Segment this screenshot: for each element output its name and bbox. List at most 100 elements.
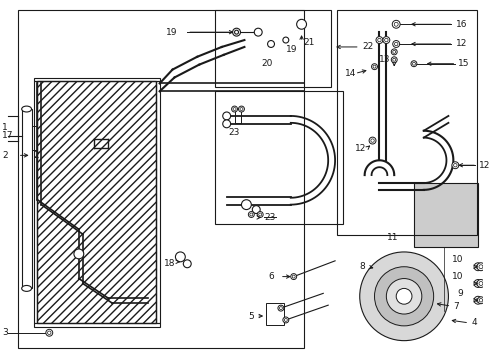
Circle shape bbox=[223, 120, 231, 128]
Bar bbox=[18, 10, 304, 347]
Text: 22: 22 bbox=[363, 42, 374, 51]
Circle shape bbox=[393, 41, 400, 48]
Bar bbox=[33, 323, 160, 327]
Circle shape bbox=[248, 212, 254, 217]
Bar bbox=[156, 81, 160, 323]
Text: 17: 17 bbox=[2, 131, 13, 140]
Text: 2: 2 bbox=[2, 151, 8, 160]
Text: 23: 23 bbox=[264, 213, 275, 222]
Circle shape bbox=[477, 280, 485, 287]
Circle shape bbox=[233, 108, 236, 111]
Circle shape bbox=[374, 267, 434, 326]
Circle shape bbox=[454, 163, 457, 167]
Circle shape bbox=[48, 331, 51, 334]
Circle shape bbox=[393, 50, 396, 53]
Circle shape bbox=[175, 252, 185, 262]
Circle shape bbox=[183, 260, 191, 268]
Text: 12: 12 bbox=[456, 40, 467, 49]
Circle shape bbox=[478, 297, 485, 304]
Text: 11: 11 bbox=[387, 233, 398, 242]
Text: 12: 12 bbox=[355, 144, 366, 153]
Circle shape bbox=[278, 305, 284, 311]
Circle shape bbox=[392, 57, 397, 63]
Circle shape bbox=[396, 288, 412, 304]
Circle shape bbox=[393, 58, 396, 61]
Ellipse shape bbox=[22, 285, 31, 291]
Text: 21: 21 bbox=[304, 37, 315, 46]
Circle shape bbox=[479, 298, 483, 302]
Ellipse shape bbox=[22, 106, 31, 112]
Circle shape bbox=[371, 139, 374, 142]
Circle shape bbox=[254, 28, 262, 36]
Text: 20: 20 bbox=[261, 59, 272, 68]
Circle shape bbox=[413, 62, 416, 65]
Circle shape bbox=[474, 280, 482, 287]
Circle shape bbox=[383, 37, 390, 44]
Bar bbox=[22, 109, 31, 288]
Circle shape bbox=[284, 319, 287, 321]
Bar bbox=[33, 81, 37, 323]
Circle shape bbox=[373, 65, 376, 68]
Bar bbox=[414, 183, 478, 247]
Circle shape bbox=[392, 20, 400, 28]
Circle shape bbox=[242, 200, 251, 210]
Text: 14: 14 bbox=[345, 69, 356, 78]
Circle shape bbox=[252, 206, 260, 213]
Circle shape bbox=[235, 30, 239, 34]
Circle shape bbox=[250, 213, 253, 216]
Circle shape bbox=[46, 329, 53, 336]
Circle shape bbox=[476, 298, 480, 302]
Circle shape bbox=[292, 275, 295, 278]
Circle shape bbox=[369, 137, 376, 144]
Circle shape bbox=[479, 265, 483, 269]
Circle shape bbox=[296, 19, 307, 29]
Circle shape bbox=[291, 274, 296, 280]
Text: 10: 10 bbox=[452, 272, 463, 281]
Bar bbox=[266, 303, 284, 325]
Bar bbox=[215, 91, 343, 224]
Circle shape bbox=[378, 38, 381, 42]
Circle shape bbox=[394, 22, 398, 26]
Circle shape bbox=[474, 296, 482, 304]
Bar bbox=[215, 10, 331, 87]
Circle shape bbox=[223, 112, 231, 120]
Circle shape bbox=[259, 213, 262, 216]
Text: 1: 1 bbox=[2, 123, 8, 132]
Circle shape bbox=[279, 307, 282, 310]
Text: 4: 4 bbox=[471, 318, 477, 327]
Circle shape bbox=[474, 263, 482, 271]
Circle shape bbox=[411, 61, 417, 67]
Bar bbox=[337, 10, 477, 235]
Circle shape bbox=[239, 106, 245, 112]
Text: 8: 8 bbox=[359, 262, 365, 271]
Text: 5: 5 bbox=[248, 311, 254, 320]
Bar bbox=[37, 81, 156, 323]
Circle shape bbox=[392, 49, 397, 55]
Circle shape bbox=[371, 64, 377, 69]
Circle shape bbox=[283, 317, 289, 323]
Text: 12: 12 bbox=[479, 161, 490, 170]
Text: 15: 15 bbox=[458, 59, 470, 68]
Circle shape bbox=[476, 282, 480, 285]
Circle shape bbox=[268, 41, 274, 48]
Circle shape bbox=[233, 28, 241, 36]
Circle shape bbox=[257, 212, 263, 217]
Text: 18: 18 bbox=[164, 259, 175, 268]
Circle shape bbox=[74, 249, 84, 259]
Text: 7: 7 bbox=[453, 302, 459, 311]
Text: 6: 6 bbox=[268, 272, 274, 281]
Circle shape bbox=[479, 282, 483, 285]
Circle shape bbox=[385, 38, 388, 42]
Circle shape bbox=[452, 162, 459, 169]
Text: 16: 16 bbox=[456, 20, 468, 29]
Circle shape bbox=[283, 37, 289, 43]
Text: 9: 9 bbox=[458, 289, 463, 298]
Circle shape bbox=[232, 106, 238, 112]
Text: 10: 10 bbox=[452, 255, 463, 264]
Circle shape bbox=[386, 279, 422, 314]
Circle shape bbox=[376, 37, 383, 44]
Circle shape bbox=[360, 252, 448, 341]
Text: 19: 19 bbox=[286, 45, 297, 54]
Text: 2: 2 bbox=[33, 151, 39, 160]
Text: 23: 23 bbox=[229, 128, 240, 137]
